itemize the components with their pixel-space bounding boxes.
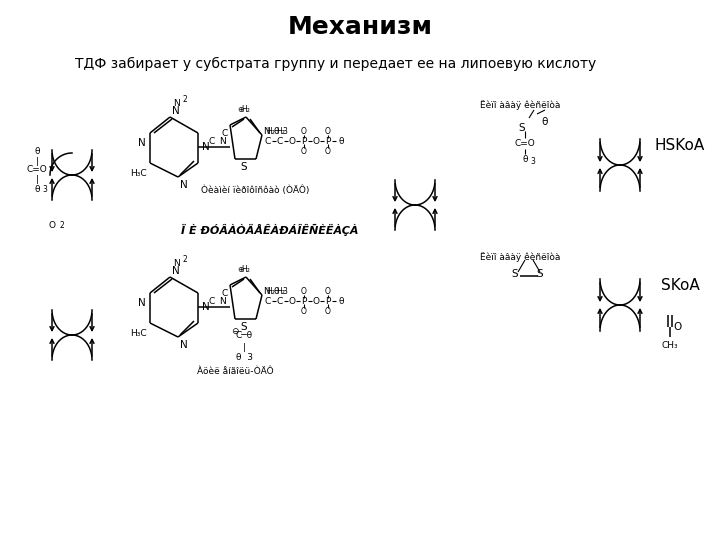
Text: 3: 3	[531, 157, 536, 165]
Text: Ëèïî àâàÿ êèñëîòà: Ëèïî àâàÿ êèñëîòà	[480, 252, 560, 262]
Text: θ: θ	[35, 186, 40, 194]
Text: C: C	[277, 137, 283, 145]
Text: H₂: H₂	[242, 265, 251, 273]
Text: θ: θ	[541, 117, 548, 127]
Text: P: P	[301, 137, 307, 145]
Text: O: O	[674, 322, 682, 332]
Text: ТДФ забирает у субстрата группу и передает ее на липоевую кислоту: ТДФ забирает у субстрата группу и переда…	[75, 57, 596, 71]
Text: H₂: H₂	[242, 105, 251, 113]
Text: S: S	[536, 269, 544, 279]
Text: Механизм: Механизм	[287, 15, 433, 39]
Text: O: O	[48, 220, 55, 230]
Text: |: |	[35, 157, 38, 165]
Text: O: O	[289, 137, 295, 145]
Text: H₂: H₂	[276, 287, 285, 295]
Text: O: O	[325, 307, 331, 315]
Text: H₃C: H₃C	[130, 168, 146, 178]
Text: |: |	[243, 342, 246, 352]
Text: 2: 2	[60, 220, 64, 230]
Text: N: N	[180, 340, 188, 350]
Text: Ëèïî àâàÿ êèñëîòà: Ëèïî àâàÿ êèñëîòà	[480, 100, 560, 110]
Text: H₂: H₂	[266, 126, 276, 136]
Text: Òèàìèí ïèðîôîñôàò (ÒÄÔ): Òèàìèí ïèðîôîñôàò (ÒÄÔ)	[201, 185, 309, 195]
Text: S: S	[240, 162, 247, 172]
Text: O: O	[325, 146, 331, 156]
Text: P: P	[325, 296, 330, 306]
Text: H₂: H₂	[276, 126, 285, 136]
Text: N: N	[263, 126, 269, 136]
Text: S: S	[512, 269, 518, 279]
Text: Ï È ÐÓÂÀÒÄÅÊÀÐÁÎÊÑÈËÀÇÀ: Ï È ÐÓÂÀÒÄÅÊÀÐÁÎÊÑÈËÀÇÀ	[181, 224, 359, 236]
Text: C: C	[265, 137, 271, 145]
Text: θ: θ	[338, 137, 343, 145]
Text: P: P	[301, 296, 307, 306]
Text: S: S	[240, 322, 247, 332]
Text: 3: 3	[282, 287, 287, 296]
Text: SKoA: SKoA	[661, 278, 699, 293]
Text: O: O	[301, 126, 307, 136]
Text: C: C	[222, 288, 228, 298]
Text: θ: θ	[274, 287, 279, 295]
Text: N: N	[172, 266, 180, 276]
Text: θ: θ	[274, 126, 279, 136]
Text: O: O	[301, 146, 307, 156]
Text: ⊕: ⊕	[237, 265, 243, 273]
Text: P: P	[325, 137, 330, 145]
Text: θ: θ	[35, 147, 40, 157]
Text: 3: 3	[42, 186, 48, 194]
Text: C=O: C=O	[515, 139, 536, 148]
Text: N: N	[173, 98, 179, 107]
Text: O: O	[325, 126, 331, 136]
Text: C: C	[277, 296, 283, 306]
Text: C: C	[222, 129, 228, 138]
Text: O: O	[289, 296, 295, 306]
Text: O: O	[325, 287, 331, 295]
Text: N: N	[172, 106, 180, 116]
Text: ⊖: ⊖	[231, 327, 239, 335]
Text: 2: 2	[183, 255, 187, 265]
Text: O: O	[312, 296, 320, 306]
Text: C: C	[209, 296, 215, 306]
Text: ⊕: ⊕	[237, 105, 243, 113]
Text: C=O: C=O	[27, 165, 48, 174]
Text: O: O	[301, 287, 307, 295]
Text: O: O	[312, 137, 320, 145]
Text: N: N	[173, 259, 179, 267]
Text: N: N	[202, 302, 210, 312]
Text: |: |	[35, 176, 38, 185]
Text: H₃C: H₃C	[130, 328, 146, 338]
Text: N: N	[138, 138, 146, 148]
Text: N: N	[219, 296, 225, 306]
Text: 2: 2	[183, 96, 187, 105]
Text: N: N	[180, 180, 188, 190]
Text: O: O	[301, 307, 307, 315]
Text: Àöèë åíãîëü-ÒÄÔ: Àöèë åíãîëü-ÒÄÔ	[197, 368, 274, 376]
Text: S: S	[518, 123, 526, 133]
Text: 3: 3	[282, 127, 287, 137]
Text: HSKoA: HSKoA	[655, 138, 705, 152]
Text: N: N	[202, 142, 210, 152]
Text: θ: θ	[522, 156, 528, 165]
Text: C: C	[209, 137, 215, 145]
Text: N: N	[138, 298, 146, 308]
Text: H₂: H₂	[266, 287, 276, 295]
Text: C─θ: C─θ	[235, 330, 253, 340]
Text: θ: θ	[338, 296, 343, 306]
Text: N: N	[219, 137, 225, 145]
Text: CH₃: CH₃	[662, 341, 678, 349]
Text: θ  3: θ 3	[235, 353, 253, 361]
Text: N: N	[263, 287, 269, 295]
Text: C: C	[265, 296, 271, 306]
